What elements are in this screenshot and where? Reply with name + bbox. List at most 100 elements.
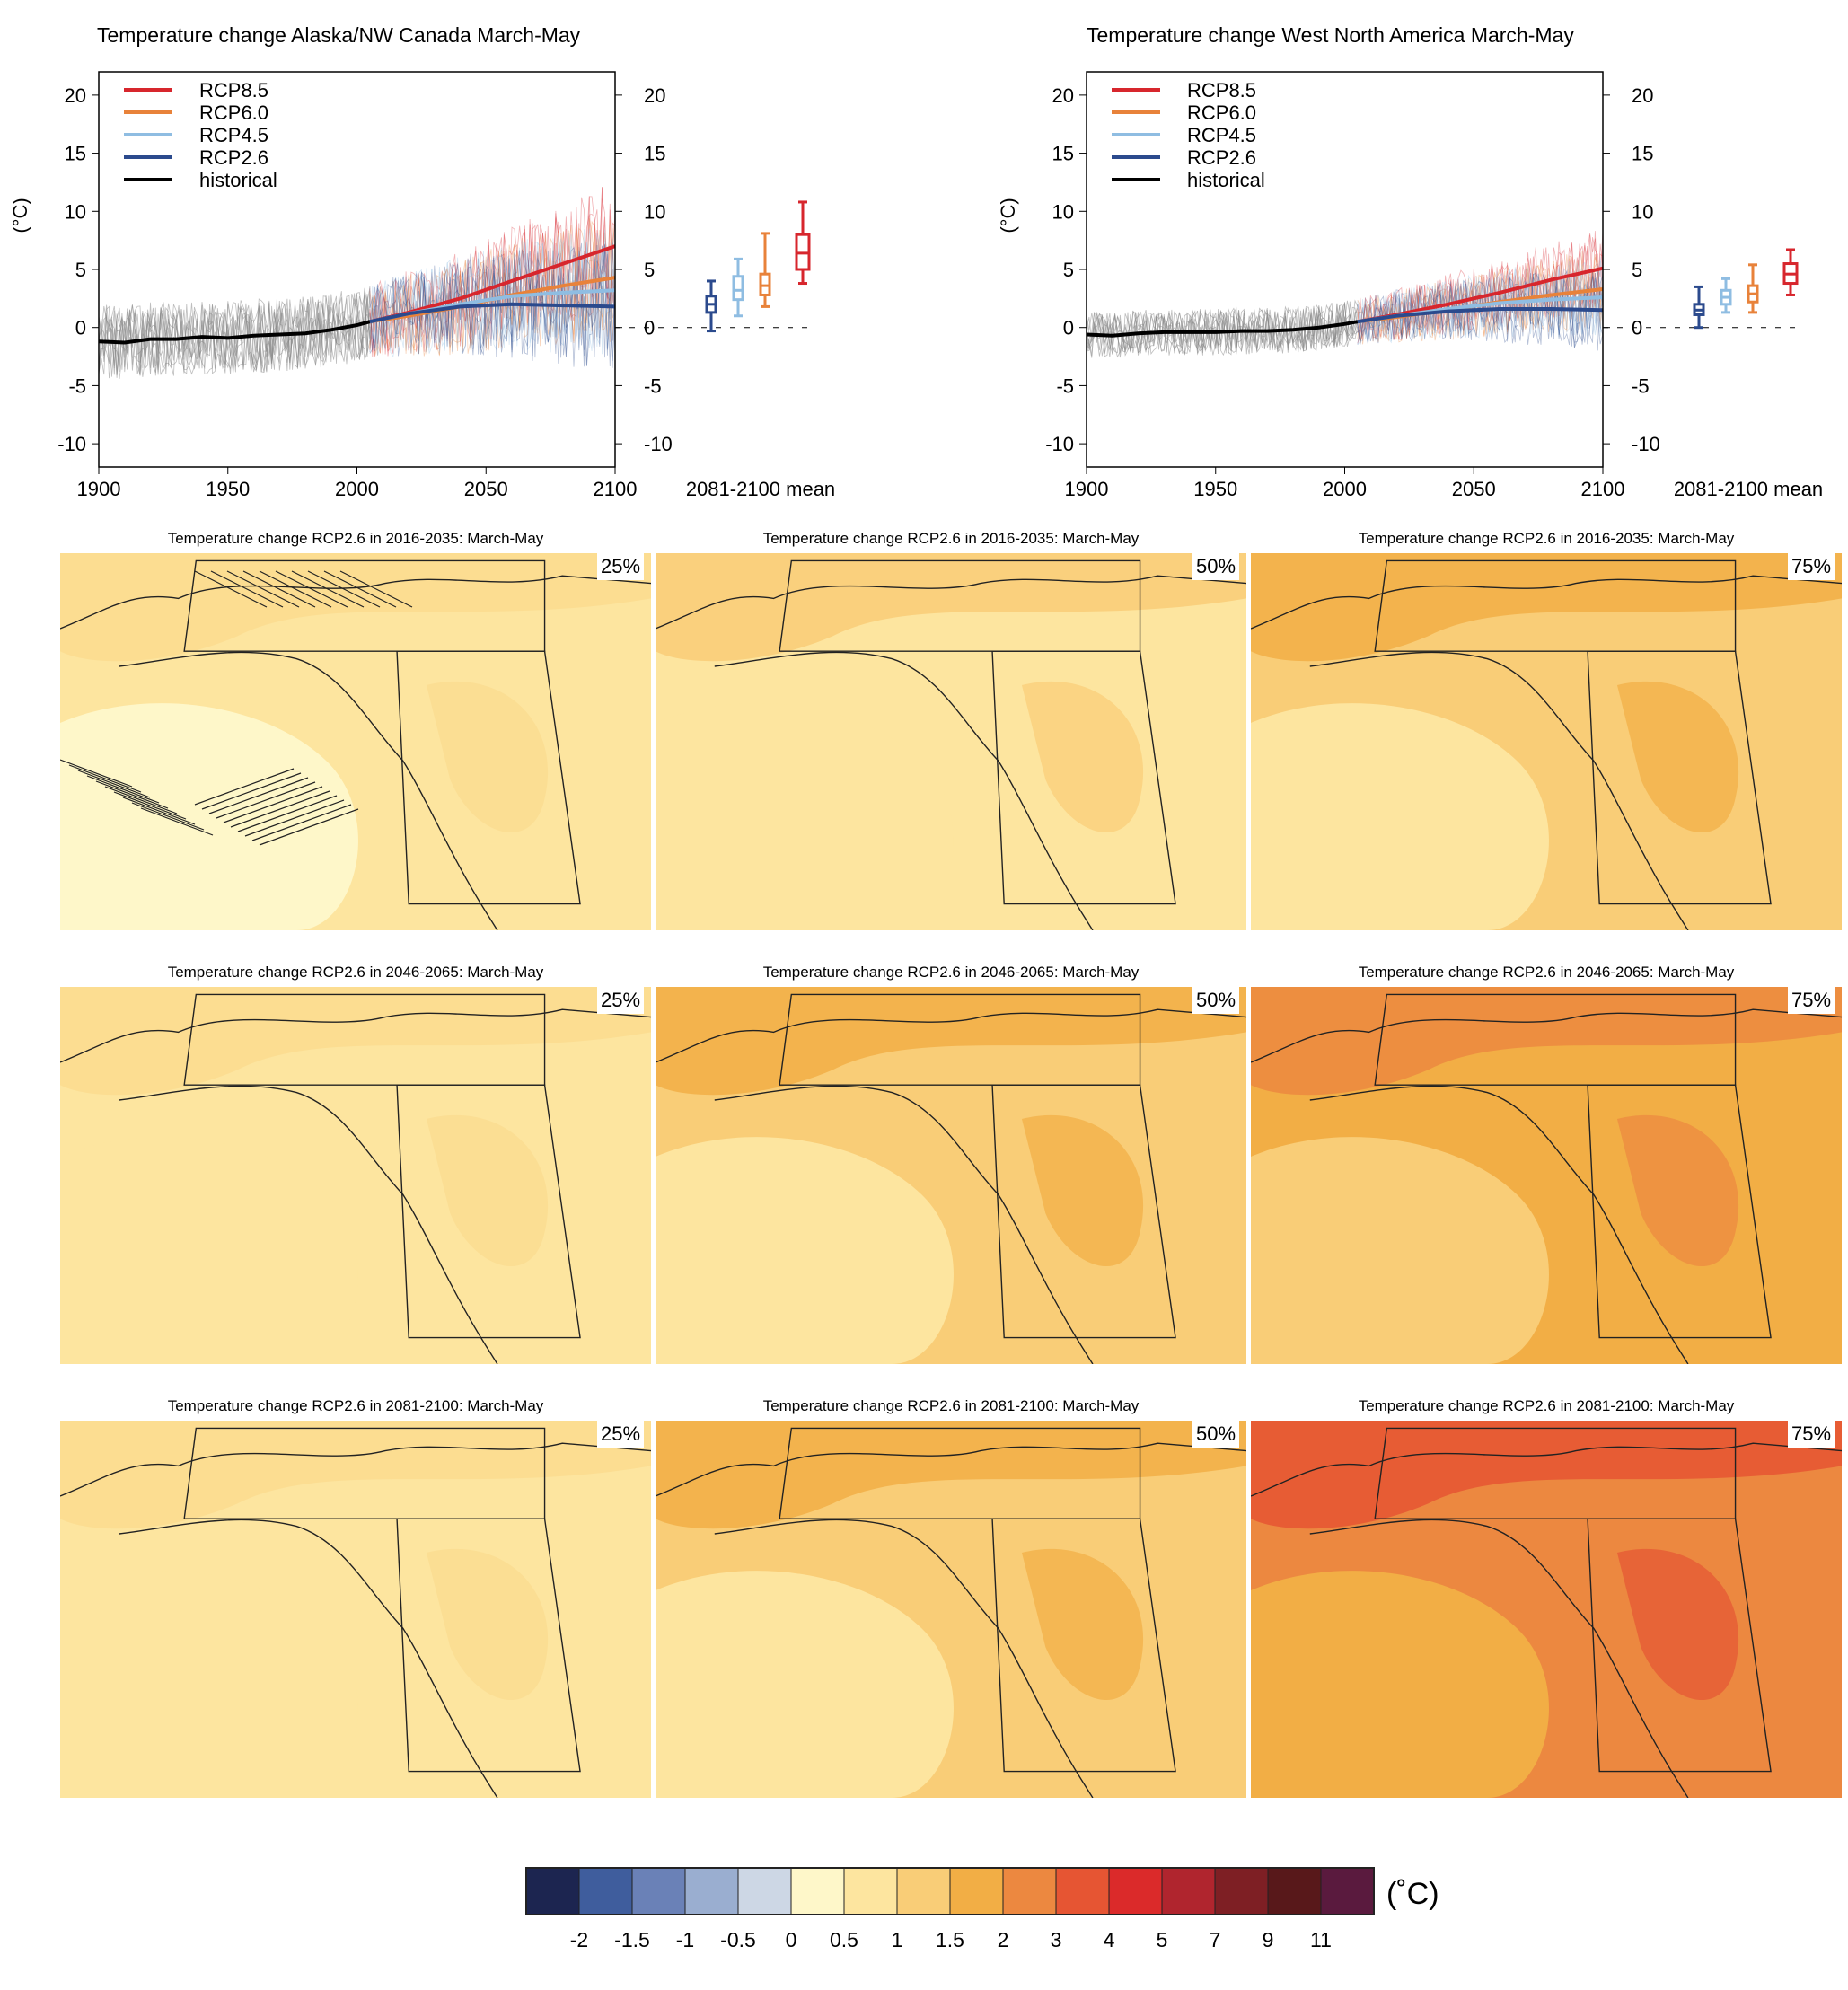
hatch-line: [68, 764, 142, 793]
coastline-north: [60, 1442, 651, 1497]
ensemble-line: [1357, 260, 1604, 345]
map-contour-high: [60, 987, 651, 1096]
colorbar-label: 2: [998, 1928, 1009, 1951]
colorbar: -2 -1.5 -1 -0.5 0 0.5 1 1.5 2 3 4 5 7 9 11 (˚C): [525, 1867, 1439, 1951]
map-title: Temperature change RCP2.6 in 2081-2100: …: [1358, 1397, 1735, 1414]
ensemble-line: [369, 245, 616, 358]
ensemble-line: [98, 288, 371, 376]
percentile-label: 50%: [1192, 553, 1240, 580]
map-contour-low: [60, 1571, 358, 1798]
map-contour-low: [60, 1137, 358, 1364]
colorbar-swatch: [1002, 1867, 1057, 1915]
hatch-line: [122, 797, 196, 825]
map-title: Temperature change RCP2.6 in 2046-2065: …: [762, 964, 1140, 981]
colorbar-label: 11: [1310, 1928, 1332, 1951]
percentile-label: 50%: [1192, 987, 1240, 1014]
map-title: Temperature change RCP2.6 in 2046-2065: …: [167, 964, 544, 981]
region-box-wna: [991, 650, 1176, 905]
xtick-label: 2100: [594, 478, 638, 500]
ytick-label-left: 20: [65, 84, 86, 107]
map-title: Temperature change RCP2.6 in 2081-2100: …: [762, 1397, 1140, 1414]
map-title: Temperature change RCP2.6 in 2016-2035: …: [1358, 530, 1735, 547]
map-grid: Temperature change RCP2.6 in 2016-2035: …: [0, 521, 1848, 1814]
ytick-label-left: 10: [65, 200, 86, 223]
ytick-label-right: 0: [1632, 317, 1642, 339]
map-contour-inland: [1616, 1548, 1739, 1701]
ensemble-line: [1357, 251, 1604, 343]
coastline-west: [119, 1085, 498, 1364]
colorbar-swatch: [1320, 1867, 1375, 1915]
region-box-wna: [396, 650, 581, 905]
map-contour-low: [60, 703, 358, 930]
map-contour-inland: [1021, 1114, 1144, 1267]
chart-title-wna: Temperature change West North America Ma…: [1087, 23, 1574, 47]
hatch-line: [201, 772, 302, 810]
xtick-label: 2100: [1581, 478, 1625, 500]
y-axis-label: (°C): [997, 198, 1019, 233]
ytick-label-right: -10: [1632, 433, 1660, 455]
coastline-west: [714, 1085, 1094, 1364]
coastline-west: [714, 651, 1094, 930]
ensemble-line: [369, 220, 616, 356]
hatch-line: [86, 775, 160, 804]
map-panel: [656, 1421, 1246, 1798]
xtick-label: 2050: [464, 478, 508, 500]
colorbar-swatch: [631, 1867, 686, 1915]
chart-title-alaska: Temperature change Alaska/NW Canada Marc…: [97, 23, 581, 47]
colorbar-swatch: [1214, 1867, 1269, 1915]
boxes-label: 2081-2100 mean: [686, 478, 835, 500]
xtick-label: 1900: [1065, 478, 1109, 500]
ytick-label-right: 20: [1632, 84, 1653, 107]
map-contour-high: [656, 987, 1246, 1096]
coastline-west: [119, 1519, 498, 1798]
coastline-north: [656, 575, 1246, 630]
map-contour-high: [60, 553, 651, 662]
hatch-line: [216, 781, 316, 819]
ytick-label-left: 5: [1063, 259, 1074, 281]
hatch-line: [244, 799, 345, 837]
region-box-wna: [991, 1084, 1176, 1339]
map-title: Temperature change RCP2.6 in 2016-2035: …: [167, 530, 544, 547]
ytick-label-right: -10: [644, 433, 673, 455]
coastline-west: [119, 651, 498, 930]
colorbar-label: 4: [1104, 1928, 1115, 1951]
coastline-west: [714, 1519, 1094, 1798]
ensemble-line: [369, 234, 616, 354]
percentile-label: 25%: [597, 987, 645, 1014]
box-rcp45: [732, 275, 744, 302]
map-contour-low: [1251, 703, 1549, 930]
map-contour-low: [656, 1571, 954, 1798]
colorbar-label: -2: [570, 1928, 588, 1951]
legend-label: RCP8.5: [199, 79, 268, 101]
colorbar-swatch: [1108, 1867, 1163, 1915]
colorbar-label: -0.5: [720, 1928, 756, 1951]
map-contour-inland: [426, 681, 549, 833]
map-contour-inland: [426, 1548, 549, 1701]
colorbar-swatch: [843, 1867, 898, 1915]
colorbar-swatch: [1055, 1867, 1110, 1915]
colorbar-label: 9: [1263, 1928, 1274, 1951]
ensemble-line: [1357, 259, 1604, 346]
hatch-line: [230, 790, 330, 828]
hatch-line: [131, 802, 205, 831]
legend-label: historical: [1187, 169, 1265, 191]
xtick-label: 2050: [1452, 478, 1496, 500]
series-line-historical: [98, 320, 371, 345]
ensemble-line: [1086, 302, 1359, 358]
ytick-label-right: 10: [1632, 200, 1653, 223]
hatch-line: [339, 570, 413, 608]
map-contour-low: [656, 703, 954, 930]
xtick-label: 2000: [1323, 478, 1367, 500]
ytick-label-right: -5: [1632, 374, 1650, 397]
colorbar-swatch: [684, 1867, 739, 1915]
map-contour-high: [1251, 553, 1842, 662]
hatch-line: [251, 804, 352, 841]
map-contour-high: [1251, 987, 1842, 1096]
hatch-line: [259, 570, 332, 608]
coastline-north: [1251, 1008, 1842, 1063]
colorbar-swatch: [737, 1867, 792, 1915]
hatch-line: [237, 795, 338, 832]
ensemble-line: [1357, 257, 1604, 343]
ensemble-line: [1357, 273, 1604, 345]
ytick-label-right: 5: [644, 259, 655, 281]
